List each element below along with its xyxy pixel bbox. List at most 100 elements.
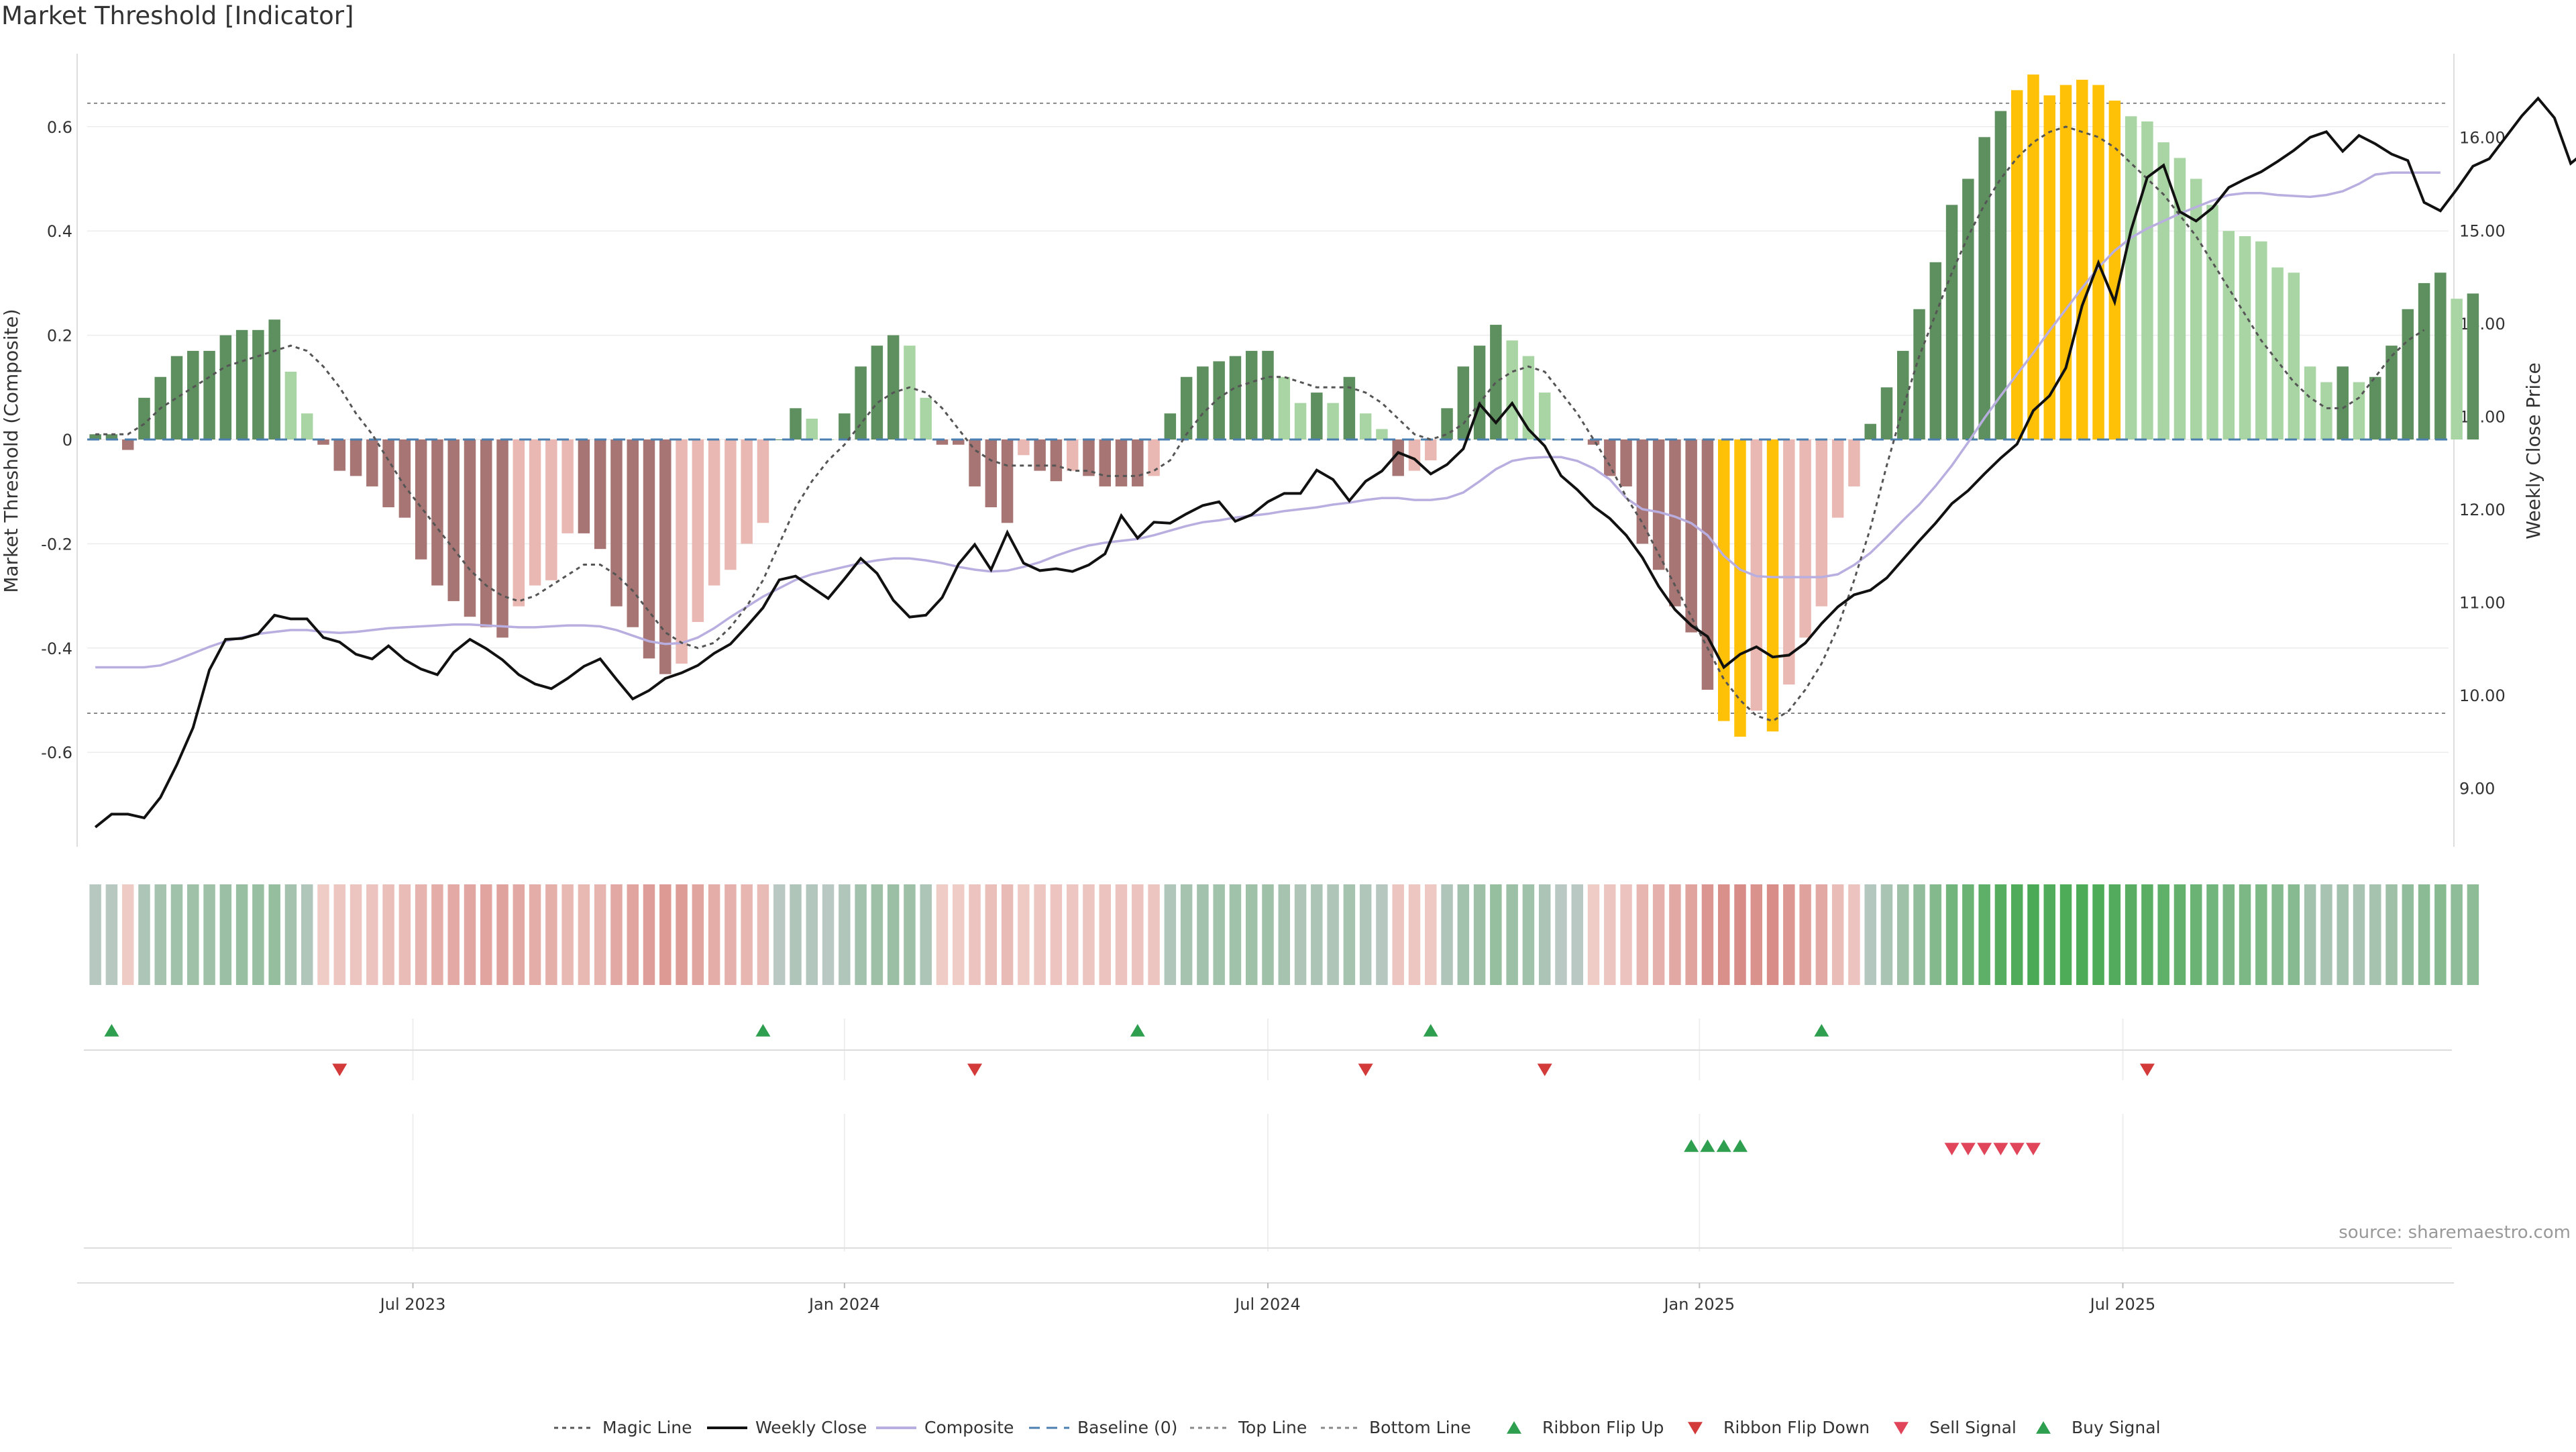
ribbon-cell — [431, 884, 443, 985]
composite-bar — [2141, 121, 2153, 439]
composite-bar — [1506, 340, 1518, 439]
composite-bar — [529, 439, 541, 586]
composite-bar — [89, 434, 101, 439]
y-right-tick-label: 13.00 — [2459, 407, 2506, 426]
ribbon-cell — [2043, 884, 2055, 985]
ribbon-cell — [2076, 884, 2088, 985]
ribbon-cell — [447, 884, 460, 985]
composite-bar — [936, 439, 949, 445]
ribbon-cell — [627, 884, 639, 985]
ribbon-flip-up-marker — [755, 1024, 771, 1037]
composite-bar — [1734, 439, 1746, 737]
ribbon-cell — [1571, 884, 1583, 985]
composite-bar — [219, 335, 232, 439]
composite-bar — [1962, 178, 1974, 439]
ribbon-cell — [790, 884, 802, 985]
ribbon-cell — [1783, 884, 1795, 985]
ribbon-cell — [138, 884, 150, 985]
composite-bar — [1978, 137, 1990, 439]
composite-bar — [610, 439, 623, 607]
ribbon-cell — [2255, 884, 2267, 985]
composite-bar — [724, 439, 737, 570]
ribbon-cell — [1734, 884, 1746, 985]
ribbon-cell — [969, 884, 981, 985]
x-tick-label: Jul 2023 — [379, 1295, 446, 1314]
ribbon-cell — [1115, 884, 1128, 985]
ribbon-cell — [1929, 884, 1942, 985]
composite-bar — [1083, 439, 1095, 476]
composite-bar — [1490, 325, 1502, 439]
composite-bar — [1522, 356, 1535, 439]
ribbon-cell — [920, 884, 932, 985]
ribbon-cell — [2304, 884, 2316, 985]
x-tick-label: Jan 2025 — [1662, 1295, 1735, 1314]
ribbon-cell — [985, 884, 998, 985]
ribbon-cell — [2434, 884, 2447, 985]
ribbon-cell — [284, 884, 297, 985]
ribbon-cell — [708, 884, 720, 985]
ribbon-cell — [480, 884, 492, 985]
ribbon-cell — [1978, 884, 1990, 985]
composite-bar — [2467, 293, 2479, 439]
composite-bar — [350, 439, 362, 476]
composite-bar — [2369, 376, 2381, 439]
legend-swatch-9 — [2036, 1421, 2051, 1434]
ribbon-cell — [415, 884, 427, 985]
legend-label: Baseline (0) — [1077, 1418, 1177, 1437]
legend-label: Ribbon Flip Down — [1723, 1418, 1870, 1437]
ribbon-cell — [1294, 884, 1307, 985]
sell-signal-marker — [1960, 1143, 1976, 1155]
ribbon-cell — [1620, 884, 1632, 985]
legend-label: Buy Signal — [2072, 1418, 2161, 1437]
composite-bar — [953, 439, 965, 445]
composite-bar — [138, 397, 150, 439]
buy-signal-marker — [1733, 1139, 1748, 1152]
ribbon-cell — [1750, 884, 1763, 985]
ribbon-cell — [1587, 884, 1600, 985]
ribbon-cell — [529, 884, 541, 985]
ribbon-cell — [1132, 884, 1144, 985]
composite-bar — [1717, 439, 1730, 721]
composite-bar — [1457, 366, 1470, 439]
ribbon-cell — [2288, 884, 2300, 985]
ribbon-cell — [1522, 884, 1535, 985]
composite-bar — [333, 439, 346, 471]
ribbon-cell — [154, 884, 166, 985]
weekly-close-line — [94, 96, 2576, 829]
composite-bar — [1115, 439, 1128, 486]
x-tick-label: Jul 2024 — [1234, 1295, 1301, 1314]
ribbon-cell — [1408, 884, 1421, 985]
composite-bar — [1994, 111, 2007, 440]
ribbon-flip-up-marker — [104, 1024, 119, 1037]
ribbon-cell — [1018, 884, 1030, 985]
composite-bar — [1636, 439, 1649, 544]
ribbon-cell — [1701, 884, 1714, 985]
chart-title: Market Threshold [Indicator] — [1, 1, 354, 30]
composite-bar — [398, 439, 411, 518]
y-left-axis-title: Market Threshold (Composite) — [0, 309, 22, 592]
ribbon-cell — [170, 884, 183, 985]
composite-bar — [431, 439, 443, 586]
ribbon-cell — [2239, 884, 2251, 985]
ribbon-cell — [757, 884, 769, 985]
ribbon-cell — [2092, 884, 2104, 985]
ribbon-flip-down-marker — [2139, 1064, 2155, 1076]
buy-signal-marker — [1700, 1139, 1715, 1152]
composite-bar — [2418, 282, 2430, 439]
composite-bar — [366, 439, 378, 486]
ribbon-cell — [741, 884, 753, 985]
ribbon-cell — [1066, 884, 1079, 985]
composite-bar — [2108, 100, 2121, 439]
composite-bar — [871, 346, 883, 439]
composite-bar — [2043, 95, 2055, 439]
ribbon-cell — [219, 884, 232, 985]
composite-bar — [1685, 439, 1697, 633]
composite-bar — [1278, 376, 1291, 439]
composite-bar — [1245, 350, 1258, 439]
ribbon-cell — [936, 884, 949, 985]
composite-bar — [382, 439, 394, 508]
ribbon-cell — [724, 884, 737, 985]
y-right-axis-title: Weekly Close Price — [2522, 362, 2544, 539]
ribbon-cell — [1311, 884, 1323, 985]
composite-bar — [806, 418, 818, 439]
